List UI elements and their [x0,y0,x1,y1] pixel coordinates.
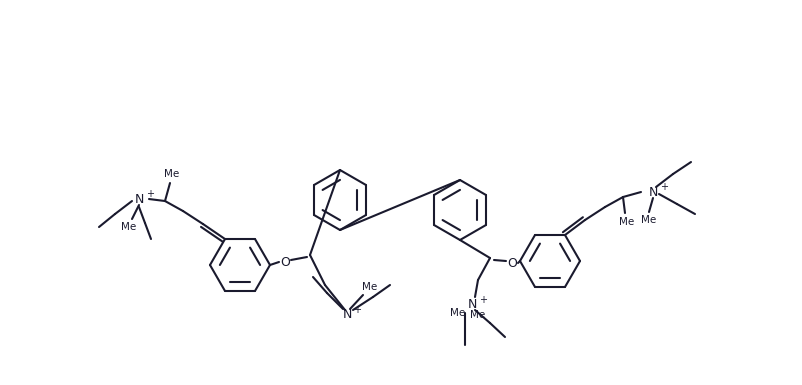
Text: N: N [342,308,351,321]
Text: +: + [479,295,486,305]
Text: +: + [659,182,667,192]
Text: N: N [467,298,476,311]
Text: +: + [353,305,361,315]
Text: N: N [647,186,657,199]
Text: Me: Me [618,217,634,227]
Text: O: O [280,256,290,268]
Text: +: + [146,189,154,199]
Text: O: O [506,256,516,270]
Text: Me: Me [164,169,180,179]
Text: Me: Me [121,222,136,232]
Text: N: N [134,192,144,206]
Text: Me: Me [470,310,485,320]
Text: Me: Me [641,215,656,225]
Text: Me: Me [450,308,465,318]
Text: Me: Me [362,282,377,292]
